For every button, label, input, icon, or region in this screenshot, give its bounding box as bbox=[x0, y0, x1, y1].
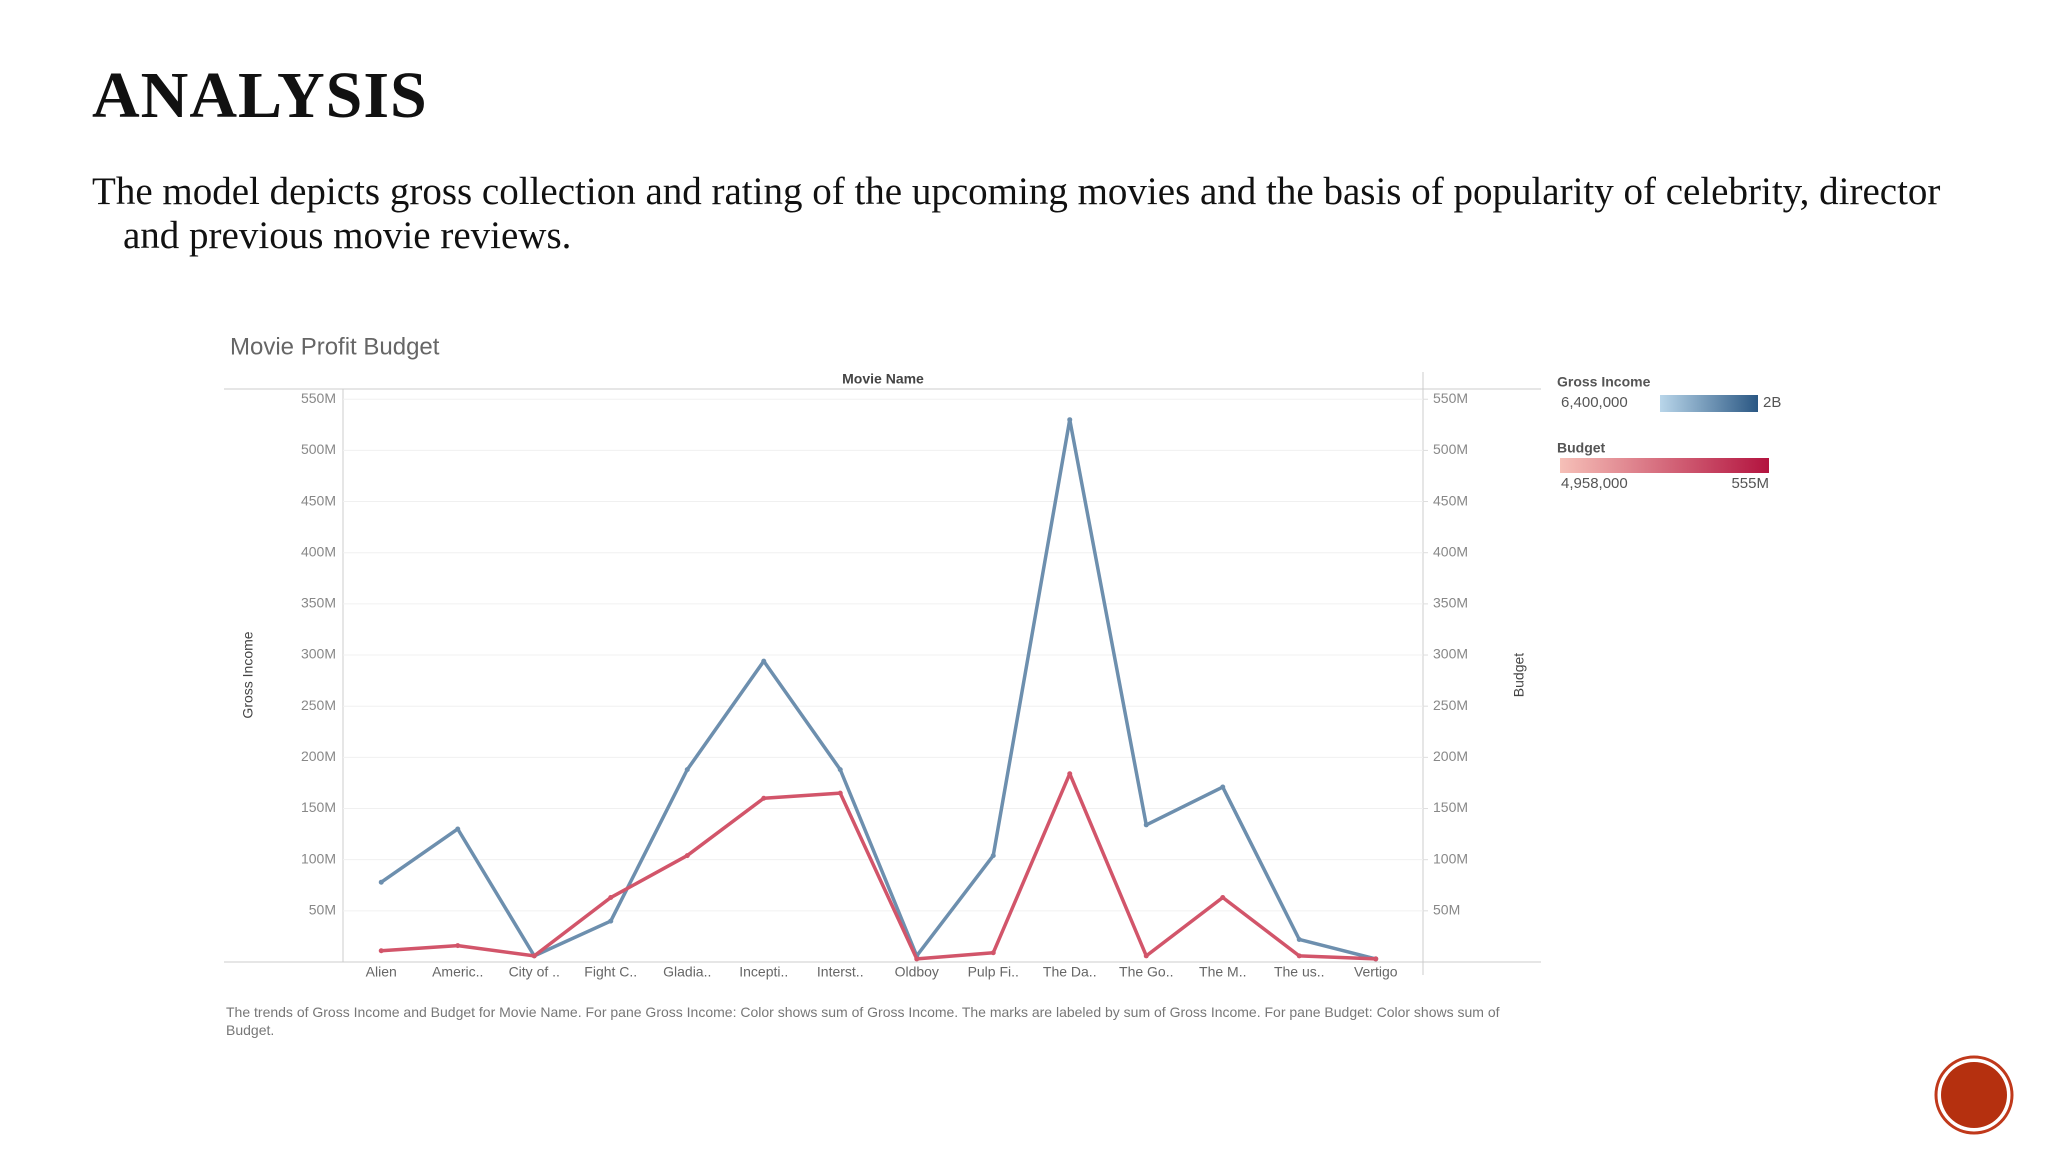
y2-tick-label: 500M bbox=[1433, 441, 1468, 457]
legend-color-bar bbox=[1660, 395, 1758, 412]
point bbox=[990, 853, 996, 859]
legend-max-label: 2B bbox=[1763, 394, 1781, 411]
y2-tick-label: 50M bbox=[1433, 902, 1460, 918]
x-tick-label: Alien bbox=[366, 964, 397, 980]
x-tick-label: The M.. bbox=[1199, 964, 1246, 980]
point bbox=[1143, 822, 1149, 828]
legend-title: Gross Income bbox=[1557, 374, 1651, 390]
point bbox=[608, 895, 614, 901]
point bbox=[1220, 784, 1226, 790]
x-tick-label: The Da.. bbox=[1043, 964, 1097, 980]
slide-badge-inner bbox=[1941, 1062, 2007, 1128]
legend-max-label: 555M bbox=[1731, 475, 1769, 492]
point bbox=[990, 950, 996, 956]
series-line bbox=[380, 417, 1377, 961]
point bbox=[531, 953, 537, 959]
point bbox=[761, 658, 767, 664]
point bbox=[837, 790, 843, 796]
point bbox=[1067, 417, 1073, 423]
x-tick-label: Interst.. bbox=[817, 964, 864, 980]
x-tick-label: City of .. bbox=[509, 964, 560, 980]
y-tick-label: 150M bbox=[301, 799, 336, 815]
y2-tick-label: 450M bbox=[1433, 492, 1468, 508]
point bbox=[837, 767, 843, 773]
x-tick-label: Incepti.. bbox=[739, 964, 788, 980]
x-tick-label: Fight C.. bbox=[584, 964, 637, 980]
point bbox=[378, 879, 384, 885]
y-tick-label: 250M bbox=[301, 697, 336, 713]
y-tick-label: 300M bbox=[301, 646, 336, 662]
y-tick-label: 450M bbox=[301, 492, 336, 508]
y-tick-label: 500M bbox=[301, 441, 336, 457]
y-tick-label: 100M bbox=[301, 850, 336, 866]
x-tick-label: Vertigo bbox=[1354, 964, 1398, 980]
y2-tick-label: 400M bbox=[1433, 543, 1468, 559]
x-tick-label: Americ.. bbox=[432, 964, 483, 980]
point bbox=[1220, 895, 1226, 901]
point bbox=[608, 918, 614, 924]
y2-tick-label: 100M bbox=[1433, 850, 1468, 866]
y-tick-label: 550M bbox=[301, 390, 336, 406]
y2-tick-label: 150M bbox=[1433, 799, 1468, 815]
x-tick-label: Pulp Fi.. bbox=[968, 964, 1019, 980]
point bbox=[1296, 936, 1302, 942]
legend-color-bar bbox=[1560, 458, 1769, 473]
point bbox=[378, 948, 384, 954]
point bbox=[684, 767, 690, 773]
x-tick-label: Oldboy bbox=[895, 964, 939, 980]
point bbox=[684, 853, 690, 859]
point bbox=[914, 956, 920, 962]
y2-tick-label: 300M bbox=[1433, 646, 1468, 662]
y2-axis-title: Budget bbox=[1511, 653, 1527, 697]
y2-tick-label: 200M bbox=[1433, 748, 1468, 764]
y-axis-title: Gross Income bbox=[240, 631, 256, 718]
slide-text: The model depicts gross collection and r… bbox=[92, 170, 1941, 257]
y-tick-label: 50M bbox=[309, 902, 336, 918]
x-axis-title: Movie Name bbox=[842, 371, 924, 387]
y2-tick-label: 350M bbox=[1433, 595, 1468, 611]
point bbox=[1067, 771, 1073, 777]
slide-title: ANALYSIS bbox=[92, 59, 428, 132]
y2-tick-label: 250M bbox=[1433, 697, 1468, 713]
legend-min-label: 4,958,000 bbox=[1561, 475, 1628, 492]
point bbox=[455, 826, 461, 832]
y-tick-label: 400M bbox=[301, 543, 336, 559]
point bbox=[1373, 956, 1379, 962]
point bbox=[1296, 953, 1302, 959]
series-line bbox=[381, 771, 1376, 961]
x-tick-label: The us.. bbox=[1274, 964, 1325, 980]
chart-title: Movie Profit Budget bbox=[230, 333, 440, 360]
y-tick-label: 350M bbox=[301, 595, 336, 611]
point bbox=[1143, 953, 1149, 959]
point bbox=[455, 943, 461, 949]
legend-min-label: 6,400,000 bbox=[1561, 394, 1628, 411]
x-tick-label: The Go.. bbox=[1119, 964, 1173, 980]
y2-tick-label: 550M bbox=[1433, 390, 1468, 406]
y-tick-label: 200M bbox=[301, 748, 336, 764]
chart-footnote: The trends of Gross Income and Budget fo… bbox=[226, 1004, 1500, 1038]
x-tick-label: Gladia.. bbox=[663, 964, 711, 980]
point bbox=[761, 795, 767, 801]
legend-title: Budget bbox=[1557, 440, 1606, 456]
